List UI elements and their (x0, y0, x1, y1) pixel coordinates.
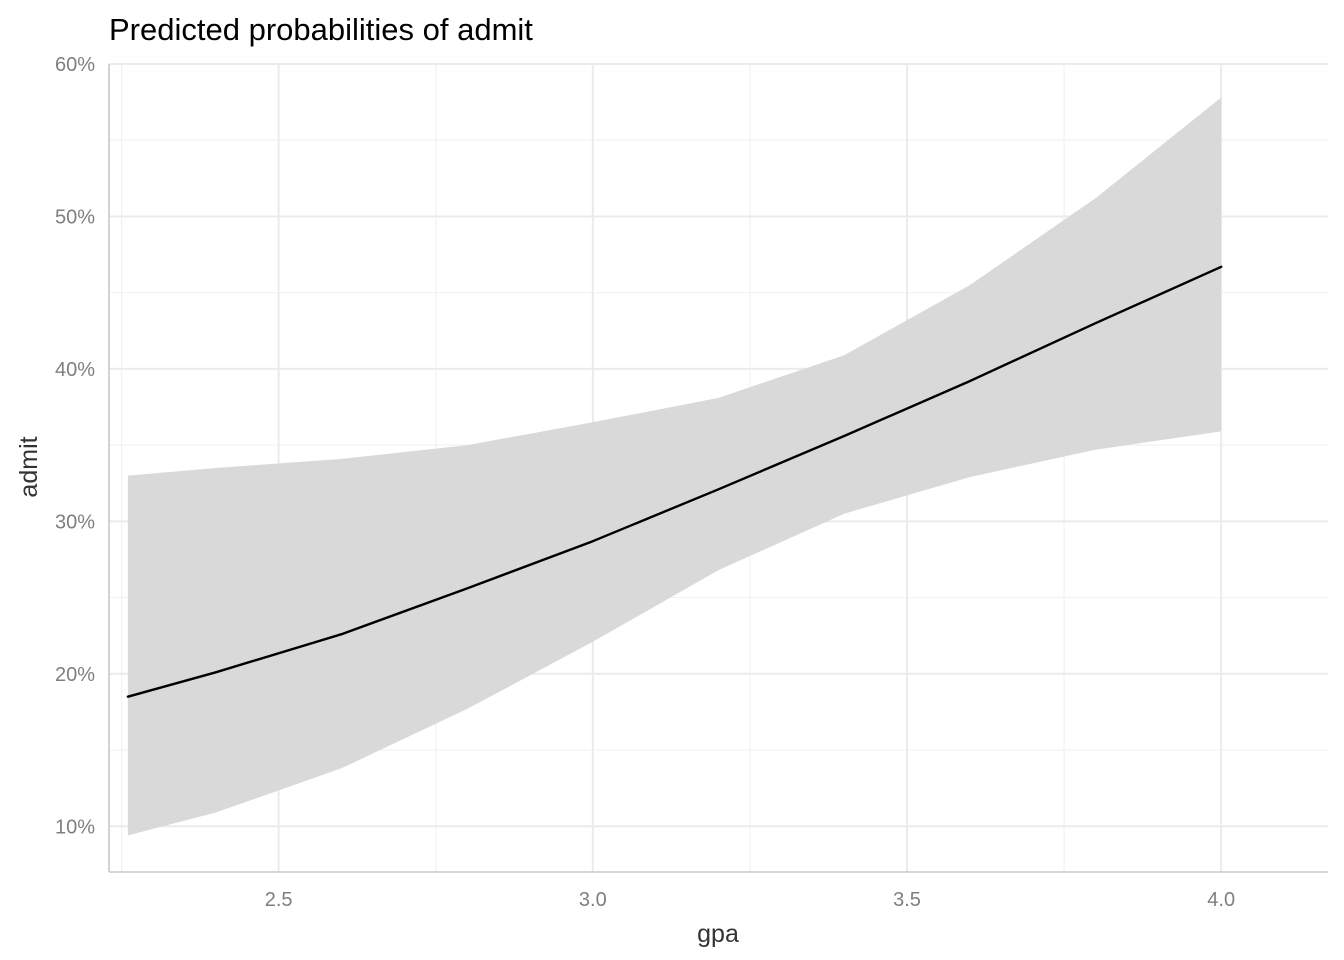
confidence-band-layer (127, 97, 1222, 836)
y-axis-title: admit (15, 436, 43, 497)
prediction-line (126, 265, 1223, 698)
y-tick-label: 20% (55, 664, 95, 686)
x-tick-label: 3.5 (893, 889, 921, 911)
chart-title: Predicted probabilities of admit (109, 12, 533, 47)
y-tick-label: 50% (55, 206, 95, 228)
prediction-line-layer (126, 265, 1223, 698)
x-axis-title: gpa (697, 920, 739, 948)
confidence-band (127, 97, 1222, 836)
axes (108, 64, 1328, 873)
x-tick-label: 2.5 (265, 889, 293, 911)
y-tick-label: 60% (55, 54, 95, 76)
x-axis-ticks: 2.5 3.0 3.5 4.0 (265, 889, 1235, 911)
x-tick-label: 3.0 (579, 889, 607, 911)
x-tick-label: 4.0 (1207, 889, 1235, 911)
y-tick-label: 40% (55, 359, 95, 381)
y-tick-label: 30% (55, 511, 95, 533)
y-tick-label: 10% (55, 816, 95, 838)
y-axis-ticks: 10% 20% 30% 40% 50% 60% (55, 54, 95, 838)
major-gridlines (109, 63, 1328, 872)
